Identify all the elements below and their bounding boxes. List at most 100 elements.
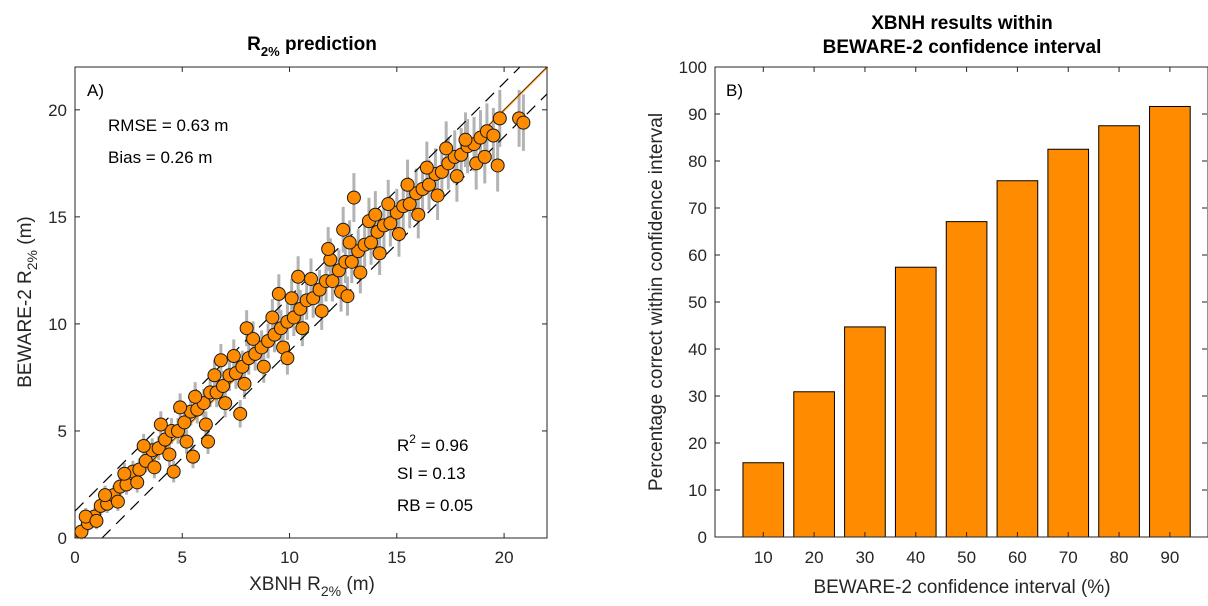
data-point	[173, 400, 188, 415]
panel-a-x-axis-label: XBNH R2% (m)	[249, 574, 375, 599]
y-tick-label: 10	[688, 481, 707, 500]
data-point	[216, 378, 231, 393]
data-point	[233, 406, 248, 421]
x-tick-label: 80	[1110, 548, 1129, 567]
bar	[844, 326, 886, 538]
data-point	[304, 271, 318, 286]
bar	[1047, 148, 1090, 538]
panel-a-plot-area	[74, 66, 549, 540]
panel-a-y-axis-label: BEWARE-2 R2% (m)	[15, 216, 40, 388]
y-tick-label: 10	[48, 315, 67, 334]
data-point	[218, 396, 233, 411]
data-point	[449, 169, 464, 184]
data-point	[391, 226, 406, 241]
data-point	[246, 331, 261, 346]
panel-b-title-line-1: XBNH results within	[871, 13, 1053, 34]
x-tick-label: 40	[906, 548, 925, 567]
panel-b-label: B)	[726, 81, 743, 100]
y-tick-label: 20	[48, 101, 67, 120]
panel-b-title-line-2: BEWARE-2 confidence interval	[823, 37, 1102, 58]
data-point	[177, 415, 192, 430]
data-point	[340, 289, 355, 304]
data-point	[179, 434, 194, 449]
data-point	[383, 216, 398, 231]
data-point	[188, 389, 203, 404]
data-point	[368, 207, 383, 222]
stat-rmse: RMSE = 0.63 m	[108, 116, 228, 135]
data-point	[295, 321, 310, 336]
data-point	[153, 417, 168, 432]
panel-b: XBNH results within BEWARE-2 confidence …	[646, 13, 1208, 598]
data-point	[344, 254, 359, 269]
panel-a: R2% prediction 0 5 10 15 20 0 5 10 15 20 A) RMSE …	[15, 34, 549, 599]
data-point	[226, 349, 241, 364]
panel-b-x-axis-label: BEWARE-2 confidence interval (%)	[813, 577, 1110, 598]
y-tick-label: 50	[688, 293, 707, 312]
bar	[793, 391, 835, 538]
data-point	[162, 447, 177, 462]
data-point	[402, 197, 417, 212]
panel-b-y-axis-label: Percentage correct within confidence int…	[646, 113, 667, 491]
x-tick-label: 10	[754, 548, 773, 567]
y-tick-label: 0	[58, 529, 67, 548]
data-point	[284, 291, 299, 306]
data-point	[98, 488, 113, 503]
y-tick-label: 60	[688, 246, 707, 265]
data-point	[516, 115, 531, 130]
panel-b-ticks: 10 20 30 40 50 60 70 80 90 0 10 20 30 40 50 60 70 80 90 100	[679, 58, 1207, 567]
data-point	[237, 376, 252, 391]
stat-bias: Bias = 0.26 m	[108, 148, 212, 167]
data-point	[400, 177, 415, 192]
x-tick-label: 50	[957, 548, 976, 567]
stat-si: SI = 0.13	[397, 464, 466, 483]
x-tick-label: 5	[178, 548, 187, 567]
data-point	[346, 190, 361, 205]
x-tick-label: 20	[805, 548, 824, 567]
y-tick-label: 90	[688, 105, 707, 124]
data-point	[381, 197, 396, 212]
y-tick-label: 40	[688, 340, 707, 359]
y-tick-label: 80	[688, 152, 707, 171]
data-point	[486, 128, 501, 143]
y-tick-label: 20	[688, 434, 707, 453]
data-point	[490, 158, 505, 173]
x-tick-label: 90	[1160, 548, 1179, 567]
y-tick-label: 100	[679, 58, 707, 77]
data-point	[411, 207, 426, 222]
data-point	[256, 359, 271, 374]
bar	[894, 266, 937, 538]
bar	[996, 180, 1039, 538]
data-point	[342, 235, 357, 250]
data-point	[280, 351, 295, 366]
panel-a-ticks: 0 5 10 15 20 0 5 10 15 20	[48, 67, 547, 567]
data-point	[117, 466, 132, 481]
data-point	[321, 241, 336, 256]
data-point	[458, 132, 473, 147]
x-tick-label: 10	[280, 548, 299, 567]
y-tick-label: 30	[688, 387, 707, 406]
bar	[945, 221, 988, 538]
x-tick-label: 20	[495, 548, 514, 567]
data-point	[353, 265, 368, 280]
data-point	[314, 304, 329, 319]
data-point	[198, 417, 213, 432]
x-tick-label: 60	[1008, 548, 1027, 567]
stat-r2: R2 = 0.96	[397, 432, 468, 455]
bar	[1098, 125, 1140, 538]
x-tick-label: 0	[70, 548, 79, 567]
y-tick-label: 70	[688, 199, 707, 218]
data-point	[477, 149, 492, 164]
x-tick-label: 70	[1059, 548, 1078, 567]
panel-b-plot-area	[742, 105, 1191, 538]
stat-rb: RB = 0.05	[397, 496, 473, 515]
data-point	[439, 141, 454, 156]
data-point	[207, 368, 222, 383]
data-point	[213, 353, 228, 368]
y-tick-label: 15	[48, 208, 67, 227]
data-point	[239, 321, 254, 336]
data-point	[110, 494, 125, 509]
data-point	[336, 222, 351, 237]
data-point	[147, 460, 162, 475]
data-point	[186, 449, 200, 464]
